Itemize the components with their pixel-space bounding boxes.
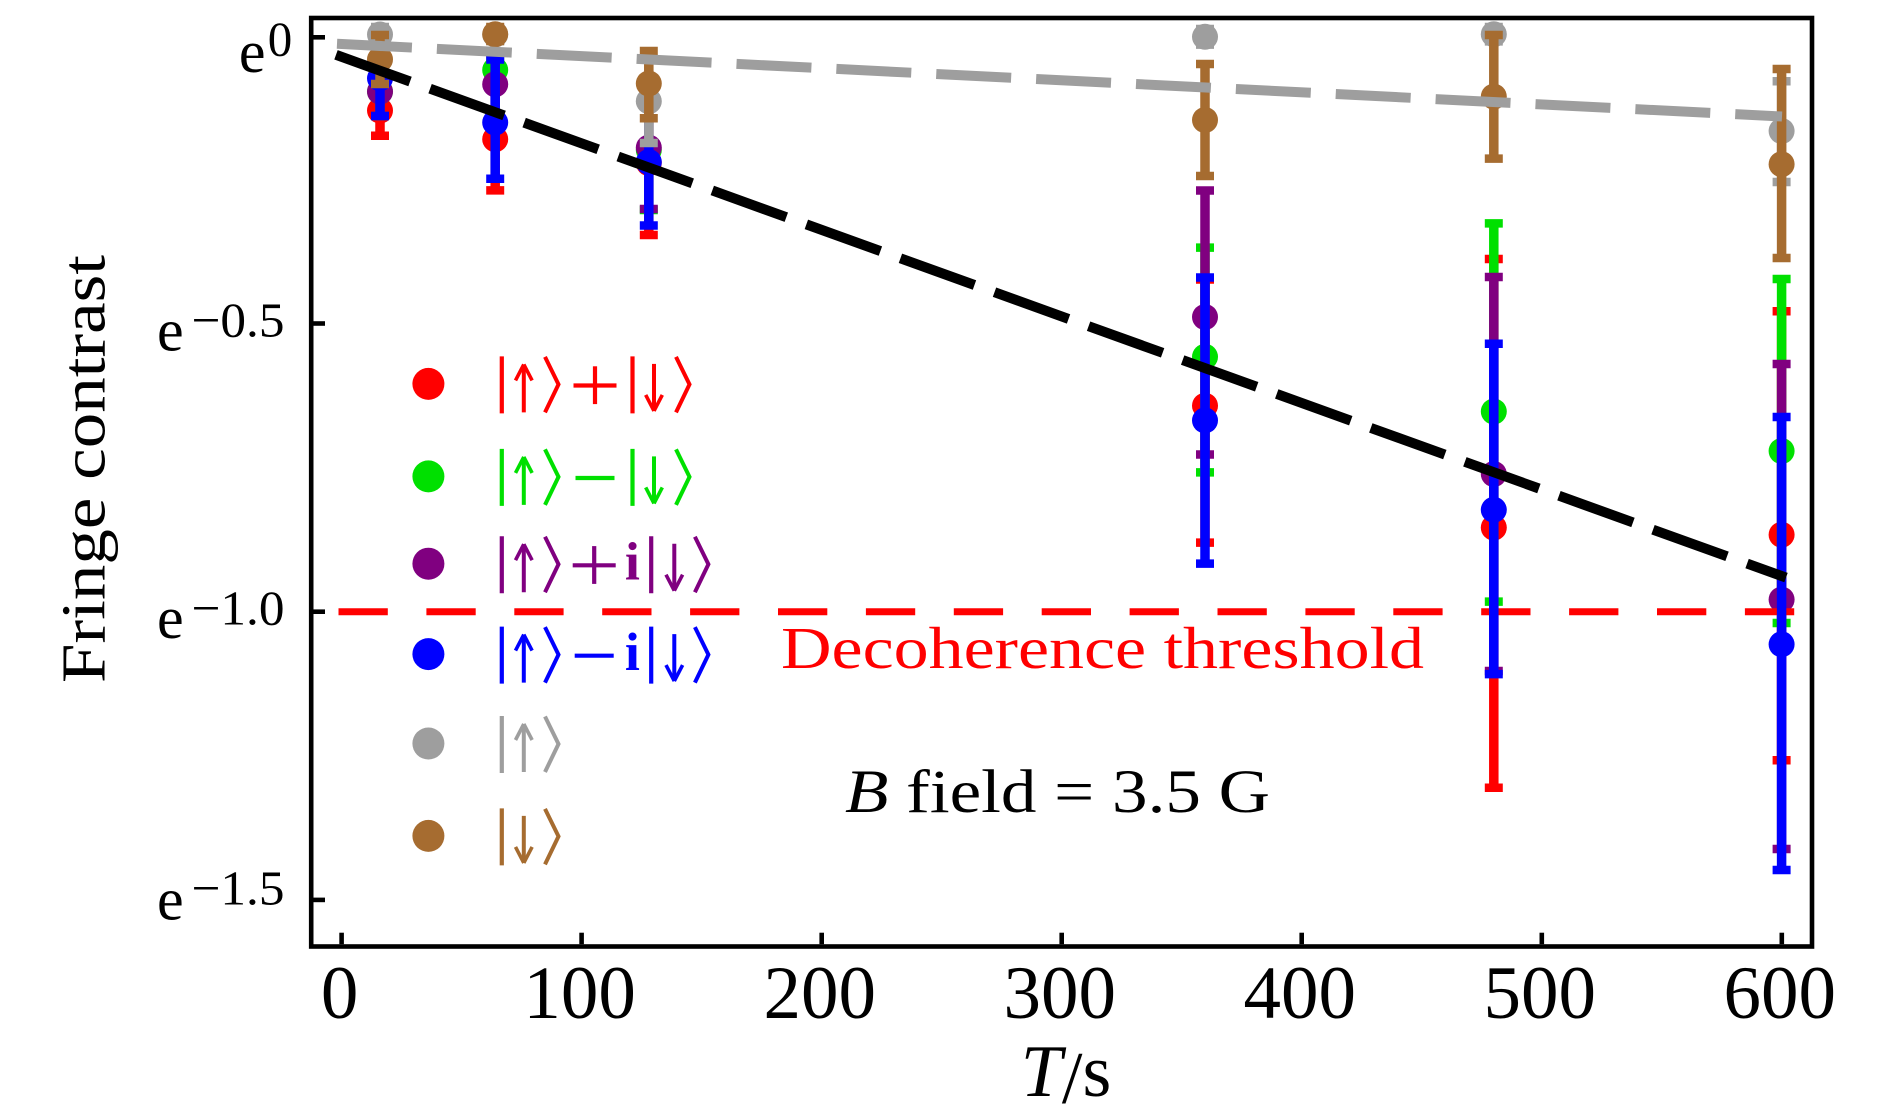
svg-text:0: 0 xyxy=(268,11,293,66)
svg-text:200: 200 xyxy=(763,952,876,1035)
svg-text:i: i xyxy=(625,622,640,682)
svg-text:i: i xyxy=(625,532,640,592)
svg-text:−0.5: −0.5 xyxy=(192,293,285,348)
svg-text:100: 100 xyxy=(523,952,636,1035)
svg-text:Decoherence threshold: Decoherence threshold xyxy=(781,615,1424,681)
svg-text:400: 400 xyxy=(1243,952,1356,1035)
svg-text:600: 600 xyxy=(1724,952,1837,1035)
svg-text:T/s: T/s xyxy=(1021,1031,1112,1110)
svg-text:e: e xyxy=(239,19,266,85)
svg-text:−1.5: −1.5 xyxy=(192,861,285,916)
svg-text:−1.0: −1.0 xyxy=(192,580,285,635)
svg-text:500: 500 xyxy=(1484,952,1597,1035)
svg-text:300: 300 xyxy=(1003,952,1116,1035)
svg-text:e: e xyxy=(157,298,184,364)
svg-text:e: e xyxy=(157,585,184,651)
svg-text:Fringe contrast: Fringe contrast xyxy=(51,255,119,683)
svg-text:e: e xyxy=(157,867,184,933)
svg-text:B field = 3.5 G: B field = 3.5 G xyxy=(845,759,1270,826)
svg-text:0: 0 xyxy=(321,952,359,1035)
